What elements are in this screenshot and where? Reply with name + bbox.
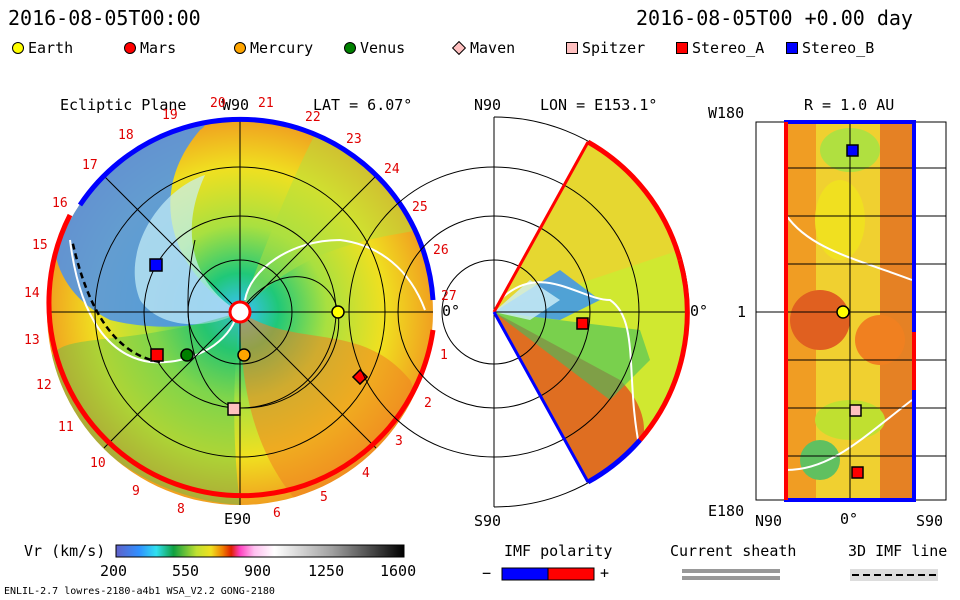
tick-26: 26	[433, 243, 449, 258]
tick-24: 24	[384, 162, 400, 177]
tick-14: 14	[24, 286, 40, 301]
imf-plus: +	[600, 564, 610, 582]
colorbar-label: Vr (km/s)	[24, 542, 106, 560]
ecliptic-plot	[46, 116, 436, 505]
meridional-stereo-a-marker	[576, 317, 589, 330]
tick-9: 9	[132, 484, 140, 499]
current-sheath-line-1	[682, 569, 780, 573]
ecliptic-venus-marker	[180, 348, 194, 362]
legend-mercury: Mercury	[234, 38, 313, 58]
header-right-time: 2016-08-05T00 +0.00 day	[636, 6, 913, 30]
meridional-bottom-label: S90	[474, 512, 502, 530]
tick-23: 23	[346, 132, 362, 147]
sphere-top-left: W180	[708, 104, 745, 122]
colorbar-tick-1250: 1250	[308, 562, 345, 580]
footer-model: ENLIL-2.7 lowres-2180-a4b1 WSA_V2.2 GONG…	[4, 586, 275, 597]
tick-21: 21	[258, 96, 274, 111]
ecliptic-bottom-label: E90	[224, 510, 252, 528]
mercury-marker-icon	[234, 42, 246, 54]
current-sheath-line-2	[682, 576, 780, 580]
legend-maven: Maven	[451, 38, 515, 58]
tick-6: 6	[273, 506, 281, 521]
sphere-earth-marker	[836, 305, 850, 319]
sphere-spitzer-marker	[849, 404, 862, 417]
imf-polarity-title: IMF polarity	[504, 542, 613, 560]
tick-16: 16	[52, 196, 68, 211]
tick-13: 13	[24, 333, 40, 348]
sphere-title: R = 1.0 AU	[804, 96, 895, 114]
tick-12: 12	[36, 378, 52, 393]
imf3d-bg	[850, 569, 938, 581]
sphere-x-right: S90	[916, 512, 944, 530]
ecliptic-mars-maven-marker	[351, 368, 369, 386]
meridional-lon: LON = E153.1°	[540, 96, 658, 114]
tick-2: 2	[424, 396, 432, 411]
ecliptic-stereo-a-marker	[150, 348, 164, 362]
tick-19: 19	[162, 108, 178, 123]
imf-minus: −	[482, 564, 492, 582]
mars-marker-icon	[124, 42, 136, 54]
header-left-time: 2016-08-05T00:00	[8, 6, 201, 30]
legend-stereo-b: Stereo_B	[786, 38, 874, 58]
sphere-x-mid: 0°	[840, 510, 859, 528]
stereo-a-marker-icon	[676, 42, 688, 54]
sphere-x-left: N90	[755, 512, 783, 530]
sphere-stereo-a-marker	[851, 466, 864, 479]
tick-27: 27	[441, 289, 457, 304]
tick-22: 22	[305, 110, 321, 125]
tick-10: 10	[90, 456, 106, 471]
stereo-b-marker-icon	[786, 42, 798, 54]
sphere-bottom-left: E180	[708, 502, 745, 520]
tick-1: 1	[440, 348, 448, 363]
tick-20: 20	[210, 96, 226, 111]
tick-15: 15	[32, 238, 48, 253]
tick-5: 5	[320, 490, 328, 505]
ecliptic-lat: LAT = 6.07°	[313, 96, 413, 114]
tick-4: 4	[362, 466, 370, 481]
tick-8: 8	[177, 502, 185, 517]
ecliptic-right-label: 0°	[442, 302, 461, 320]
legend-earth: Earth	[12, 38, 73, 58]
ecliptic-spitzer-marker	[227, 402, 241, 416]
tick-18: 18	[118, 128, 134, 143]
legend-spitzer: Spitzer	[566, 38, 645, 58]
imf-polarity-positive-bar	[547, 567, 595, 581]
colorbar-tick-200: 200	[100, 562, 128, 580]
colorbar-tick-550: 550	[172, 562, 200, 580]
vr-colorbar	[115, 544, 405, 558]
tick-3: 3	[395, 434, 403, 449]
tick-25: 25	[412, 200, 428, 215]
spitzer-marker-icon	[566, 42, 578, 54]
meridional-right-label: 0°	[690, 302, 709, 320]
colorbar-tick-900: 900	[244, 562, 272, 580]
tick-17: 17	[82, 158, 98, 173]
current-sheath-title: Current sheath	[670, 542, 797, 560]
ecliptic-title: Ecliptic Plane	[60, 96, 187, 114]
meridional-top-label: N90	[474, 96, 502, 114]
tick-11: 11	[58, 420, 74, 435]
venus-marker-icon	[344, 42, 356, 54]
meridional-plot	[348, 116, 690, 508]
legend-mars: Mars	[124, 38, 176, 58]
imf-polarity-negative-bar	[501, 567, 549, 581]
sphere-stereo-b-marker	[846, 144, 859, 157]
legend-stereo-a: Stereo_A	[676, 38, 764, 58]
legend-venus: Venus	[344, 38, 405, 58]
ecliptic-earth-marker	[331, 305, 345, 319]
ecliptic-stereo-b-marker	[149, 258, 163, 272]
ecliptic-top-label: W90	[222, 96, 250, 114]
sphere-mid-left: 1	[737, 303, 747, 321]
ecliptic-mercury-marker	[237, 348, 251, 362]
imf3d-title: 3D IMF line	[848, 542, 948, 560]
earth-marker-icon	[12, 42, 24, 54]
colorbar-tick-1600: 1600	[380, 562, 417, 580]
sphere-map	[755, 120, 947, 502]
